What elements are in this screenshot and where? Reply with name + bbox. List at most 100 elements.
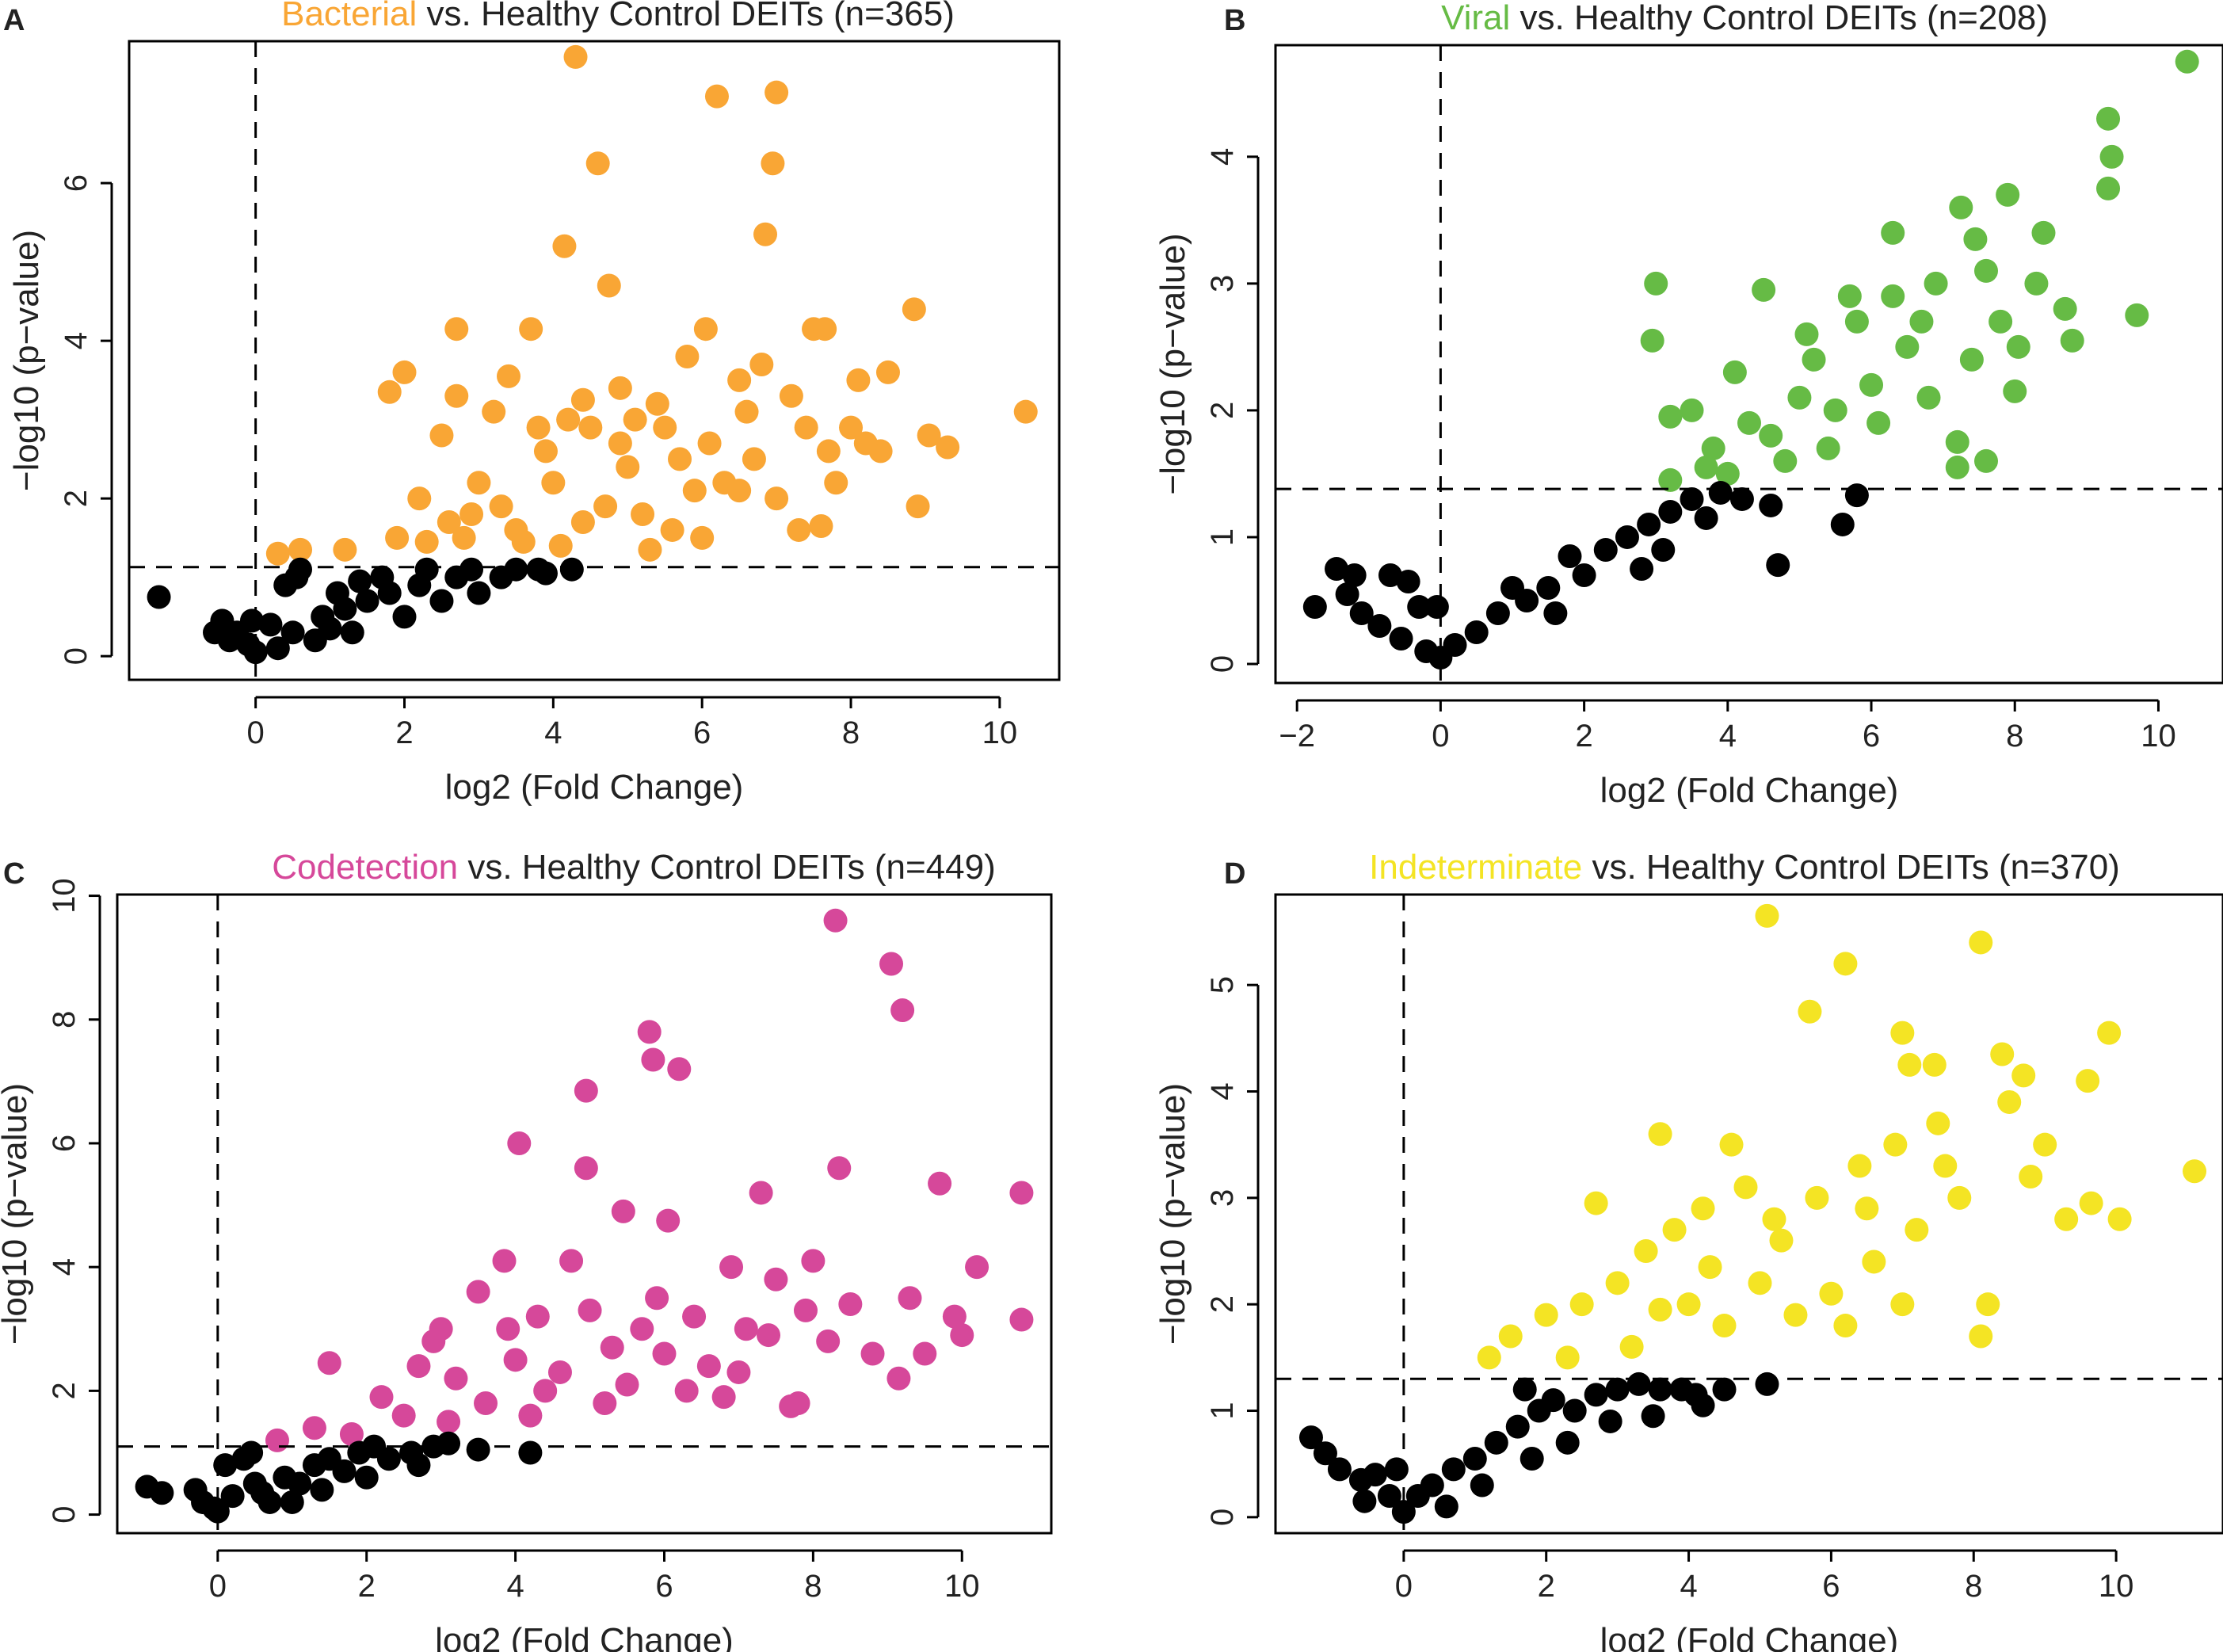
significant-point: [2097, 1021, 2122, 1045]
y-tick-label: 3: [1205, 275, 1240, 292]
nonsignificant-point: [325, 581, 349, 605]
nonsignificant-point: [1844, 483, 1869, 508]
significant-point: [407, 486, 432, 511]
significant-point: [1009, 1181, 1034, 1205]
significant-point: [1759, 423, 1783, 448]
nonsignificant-point: [1335, 582, 1359, 606]
significant-point: [704, 84, 729, 109]
title-suffix: vs. Healthy Control DEITs (n=208): [1510, 0, 2048, 37]
x-tick-label: 8: [842, 715, 860, 750]
nonsignificant-point: [1543, 601, 1568, 625]
nonsignificant-point: [1536, 575, 1561, 600]
x-tick-label: 2: [1538, 1569, 1555, 1604]
x-axis-label: log2 (Fold Change): [435, 1621, 734, 1652]
significant-point: [1895, 334, 1920, 359]
significant-point: [1897, 1052, 1922, 1077]
significant-point: [2011, 1063, 2036, 1088]
significant-point: [1752, 277, 1776, 302]
nonsignificant-point: [1558, 544, 1582, 568]
significant-point: [1859, 372, 1884, 397]
significant-point: [846, 368, 871, 392]
significant-point: [1619, 1334, 1644, 1359]
significant-point: [1847, 1154, 1872, 1178]
title-suffix: vs. Healthy Control DEITs (n=370): [1582, 848, 2120, 887]
plot-frame: [116, 893, 1053, 1535]
significant-point: [585, 151, 610, 176]
significant-point: [302, 1416, 326, 1440]
significant-point: [1477, 1345, 1501, 1370]
significant-point: [504, 517, 528, 542]
significant-point: [1883, 1132, 1908, 1157]
chart-title: Indeterminate vs. Healthy Control DEITs …: [1369, 848, 2120, 887]
nonsignificant-point: [370, 565, 395, 589]
significant-point: [950, 1323, 974, 1348]
panel-c: C Codetection vs. Healthy Control DEITs (…: [0, 848, 1053, 1652]
significant-point: [1719, 1132, 1744, 1157]
nonsignificant-point: [1830, 512, 1855, 536]
significant-point: [377, 380, 402, 404]
plot-area: [117, 895, 1051, 1533]
significant-point: [1737, 410, 1761, 435]
x-tick-label: 0: [1395, 1569, 1413, 1604]
panel-letter: D: [1224, 857, 1245, 891]
nonsignificant-point: [392, 605, 417, 629]
x-tick-label: 6: [1863, 719, 1880, 754]
y-tick-label: 1: [1205, 1402, 1240, 1419]
y-tick-label: 6: [47, 1135, 82, 1152]
significant-point: [1844, 309, 1869, 334]
nonsignificant-point: [1325, 556, 1349, 581]
significant-point: [2033, 1132, 2057, 1157]
significant-point: [1662, 1218, 1687, 1242]
significant-point: [764, 1267, 788, 1291]
nonsignificant-point: [239, 609, 264, 633]
x-tick-label: 4: [1719, 719, 1737, 754]
significant-point: [1945, 429, 1969, 454]
significant-point: [466, 1280, 490, 1304]
title-group-name: Codetection: [272, 848, 458, 887]
y-tick-label: 10: [47, 878, 82, 914]
significant-point: [742, 447, 766, 471]
significant-point: [2076, 1069, 2100, 1093]
significant-point: [556, 407, 581, 432]
significant-point: [533, 1379, 558, 1403]
nonsignificant-point: [1766, 553, 1790, 578]
nonsignificant-point: [1443, 632, 1467, 657]
significant-point: [559, 1249, 584, 1273]
significant-point: [1819, 1281, 1844, 1306]
nonsignificant-point: [1391, 1500, 1416, 1524]
y-tick-label: 6: [59, 174, 93, 192]
nonsignificant-point: [1541, 1388, 1565, 1413]
significant-point: [444, 1366, 468, 1391]
significant-point: [652, 1341, 677, 1366]
significant-point: [1584, 1191, 1608, 1215]
nonsignificant-point: [437, 1431, 461, 1456]
significant-point: [593, 494, 618, 519]
significant-point: [1963, 227, 1988, 251]
significant-point: [631, 502, 655, 527]
significant-point: [1748, 1271, 1772, 1295]
nonsignificant-point: [1626, 1372, 1651, 1396]
significant-point: [697, 431, 722, 456]
y-tick-label: 4: [1205, 148, 1240, 166]
significant-point: [757, 1323, 781, 1348]
nonsignificant-point: [239, 1440, 264, 1465]
nonsignificant-point: [1708, 480, 1733, 505]
significant-point: [2024, 271, 2049, 296]
y-axis-label: −log10 (p−value): [1153, 233, 1192, 494]
x-axis-label: log2 (Fold Change): [1600, 771, 1899, 810]
significant-point: [1648, 1297, 1672, 1322]
nonsignificant-point: [1396, 569, 1420, 593]
nonsignificant-point: [213, 1453, 238, 1478]
nonsignificant-point: [1441, 1457, 1466, 1482]
significant-point: [2183, 1159, 2207, 1184]
significant-point: [2031, 220, 2056, 245]
significant-point: [653, 415, 677, 440]
y-axis-label: −log10 (p−value): [7, 230, 46, 491]
nonsignificant-point: [1484, 1430, 1508, 1455]
nonsignificant-point: [1694, 506, 1718, 530]
significant-point: [1680, 398, 1704, 422]
significant-point: [1974, 258, 1998, 283]
significant-point: [1658, 404, 1683, 429]
significant-point: [385, 525, 410, 550]
significant-point: [887, 1366, 911, 1391]
